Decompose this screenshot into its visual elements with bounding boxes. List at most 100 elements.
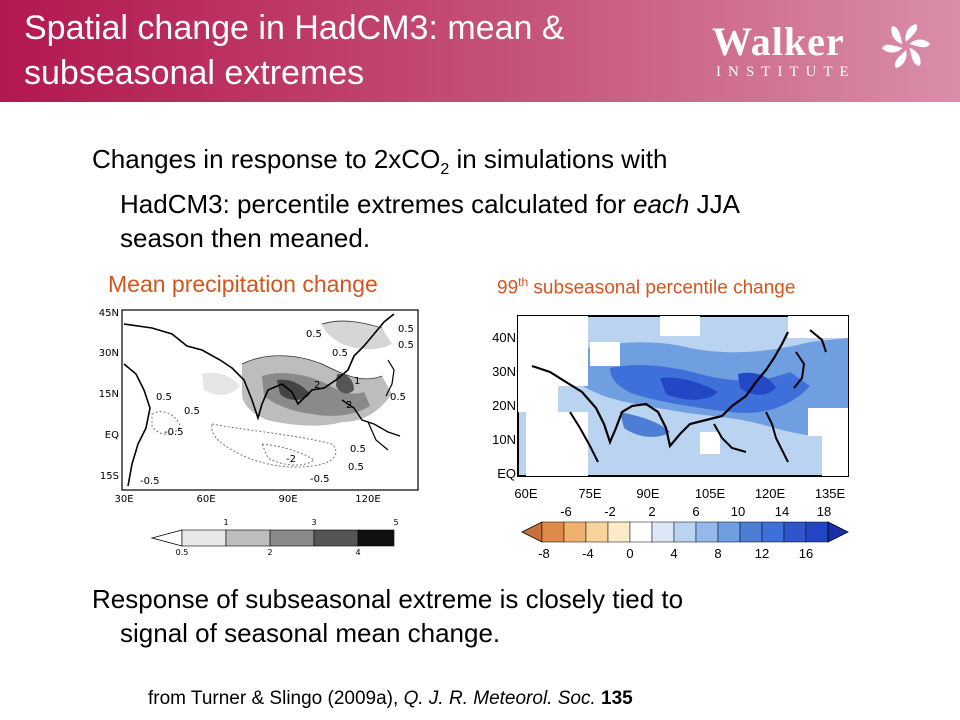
logo-word: Walker [712,19,845,64]
co2-subscript: 2 [440,161,450,179]
citation-volume: 135 [601,688,633,709]
lat-tick: 45N [99,308,119,319]
slide-title-line1: Spatial change in HadCM3: mean & [24,9,565,47]
colorbar-tick: 1 [223,518,228,527]
colorbar-tick: -2 [604,504,616,519]
bullet2-line1: Response of subseasonal extreme is close… [92,584,684,614]
lat-tick: 30N [99,348,119,359]
contour-label: 0.5 [350,444,366,455]
lat-tick: EQ [497,466,516,481]
bullet1-line2-a: HadCM3: percentile extremes calculated f… [120,189,634,220]
map-left-contour-labels: 0.5 0.5 0.5 0.5 0.5 0.5 0.5 1 2 2 -0.5 -… [140,324,414,487]
mean-precip-label: Mean precipitation change [108,271,378,297]
lat-tick: 30N [492,364,516,379]
percentile-change-map: 40N 30N 20N 10N EQ 60E 75E 90E 105E 120E… [492,315,849,561]
bullet1-line1-b: in simulations with [449,144,668,174]
contour-label: 0.5 [348,462,364,473]
lon-tick: 120E [755,486,786,501]
lon-tick: 60E [514,486,537,501]
colorbar-tick: 4 [670,546,677,561]
percentile-label: 99th subseasonal percentile change [497,275,795,299]
colorbar-tick: 8 [714,546,721,561]
map-right-colorbar [521,521,849,543]
colorbar-tick: 18 [817,504,831,519]
map-right-colorbar-top-labels: -6 -2 2 6 10 14 18 [560,504,831,519]
lat-tick: 20N [492,398,516,413]
bullet1-line1: Changes in response to 2xCO2 in simulati… [92,142,912,187]
walker-institute-logo: Walker INSTITUTE [712,18,932,88]
colorbar-tick: 10 [731,504,745,519]
lat-tick: 15S [100,471,119,482]
slide-title: Spatial change in HadCM3: mean & subseas… [24,6,684,96]
bullet1-line2-b: JJA [689,189,740,220]
contour-label: 1 [354,376,360,387]
bullet-text-changes: Changes in response to 2xCO2 in simulati… [92,142,912,255]
lon-tick: 90E [636,486,659,501]
percentile-label-a: 99 [497,277,519,299]
slide-title-line2: subseasonal extremes [24,54,365,92]
colorbar-tick: 3 [311,518,316,527]
colorbar-tick: 16 [799,546,813,561]
map-left-colorbar-labels: 1 3 5 0.5 2 4 [176,518,399,557]
colorbar-tick: -8 [538,546,550,561]
map-left-lat-ticks: 45N 30N 15N EQ 15S [99,308,119,482]
percentile-label-b: subseasonal percentile change [528,277,796,299]
contour-label: 0.5 [332,348,348,359]
colorbar-tick: -4 [582,546,594,561]
bullet-text-response: Response of subseasonal extreme is close… [92,582,912,650]
contour-label: 0.5 [156,392,172,403]
contour-label: 0.5 [398,324,414,335]
title-banner: Spatial change in HadCM3: mean & subseas… [0,0,960,102]
colorbar-tick: 14 [775,504,789,519]
map-left-colorbar [150,529,395,547]
map-left-lon-ticks: 30E 60E 90E 120E [114,494,380,505]
lon-tick: 30E [114,494,133,505]
lat-tick: EQ [105,430,119,441]
lat-tick: 10N [492,432,516,447]
lat-tick: 40N [492,330,516,345]
citation: from Turner & Slingo (2009a), Q. J. R. M… [148,688,633,710]
lon-tick: 120E [355,494,380,505]
map-right-colorbar-bottom-labels: -8 -4 0 4 8 12 16 [538,546,813,561]
bullet1-line3: season then meaned. [120,223,371,254]
lat-tick: 15N [99,389,119,400]
colorbar-tick: 6 [692,504,699,519]
percentile-label-sup: th [518,275,529,289]
colorbar-tick: 12 [755,546,769,561]
contour-label: -2 [286,454,296,465]
contour-label: 0.5 [306,329,322,340]
lon-tick: 60E [196,494,215,505]
contour-label: 0.5 [390,392,406,403]
contour-label: -0.5 [164,427,184,438]
colorbar-tick: 0 [626,546,633,561]
mean-precip-map: 0.5 0.5 0.5 0.5 0.5 0.5 0.5 1 2 2 -0.5 -… [99,308,419,557]
colorbar-tick: -6 [560,504,572,519]
map-right-lon-ticks: 60E 75E 90E 105E 120E 135E [514,486,845,501]
lon-tick: 135E [815,486,846,501]
colorbar-tick: 2 [267,548,272,557]
bullet1-line1-a: Changes in response to 2xCO [92,144,441,174]
logo-subtitle: INSTITUTE [716,64,856,80]
citation-journal: Q. J. R. Meteorol. Soc. [403,688,596,709]
colorbar-tick: 5 [393,518,398,527]
contour-label: 0.5 [398,340,414,351]
lon-tick: 90E [278,494,297,505]
contour-label: 0.5 [184,406,200,417]
colorbar-tick: 0.5 [176,548,189,557]
contour-label: 2 [346,400,352,411]
contour-label: -0.5 [140,476,160,487]
citation-authors: from Turner & Slingo (2009a), [148,688,404,709]
map-right-field [517,315,849,477]
map-right-lat-ticks: 40N 30N 20N 10N EQ [492,330,516,481]
bullet2-line2: signal of seasonal mean change. [120,618,501,648]
contour-label: -0.5 [310,474,330,485]
bullet1-emphasis: each [633,189,690,220]
colorbar-tick: 4 [355,548,360,557]
lon-tick: 75E [578,486,601,501]
pinwheel-icon [881,24,931,68]
lon-tick: 105E [695,486,726,501]
map-left-frame [121,309,419,491]
colorbar-tick: 2 [648,504,655,519]
bullet1-line2: HadCM3: percentile extremes calculated f… [92,187,912,221]
contour-label: 2 [314,380,320,391]
